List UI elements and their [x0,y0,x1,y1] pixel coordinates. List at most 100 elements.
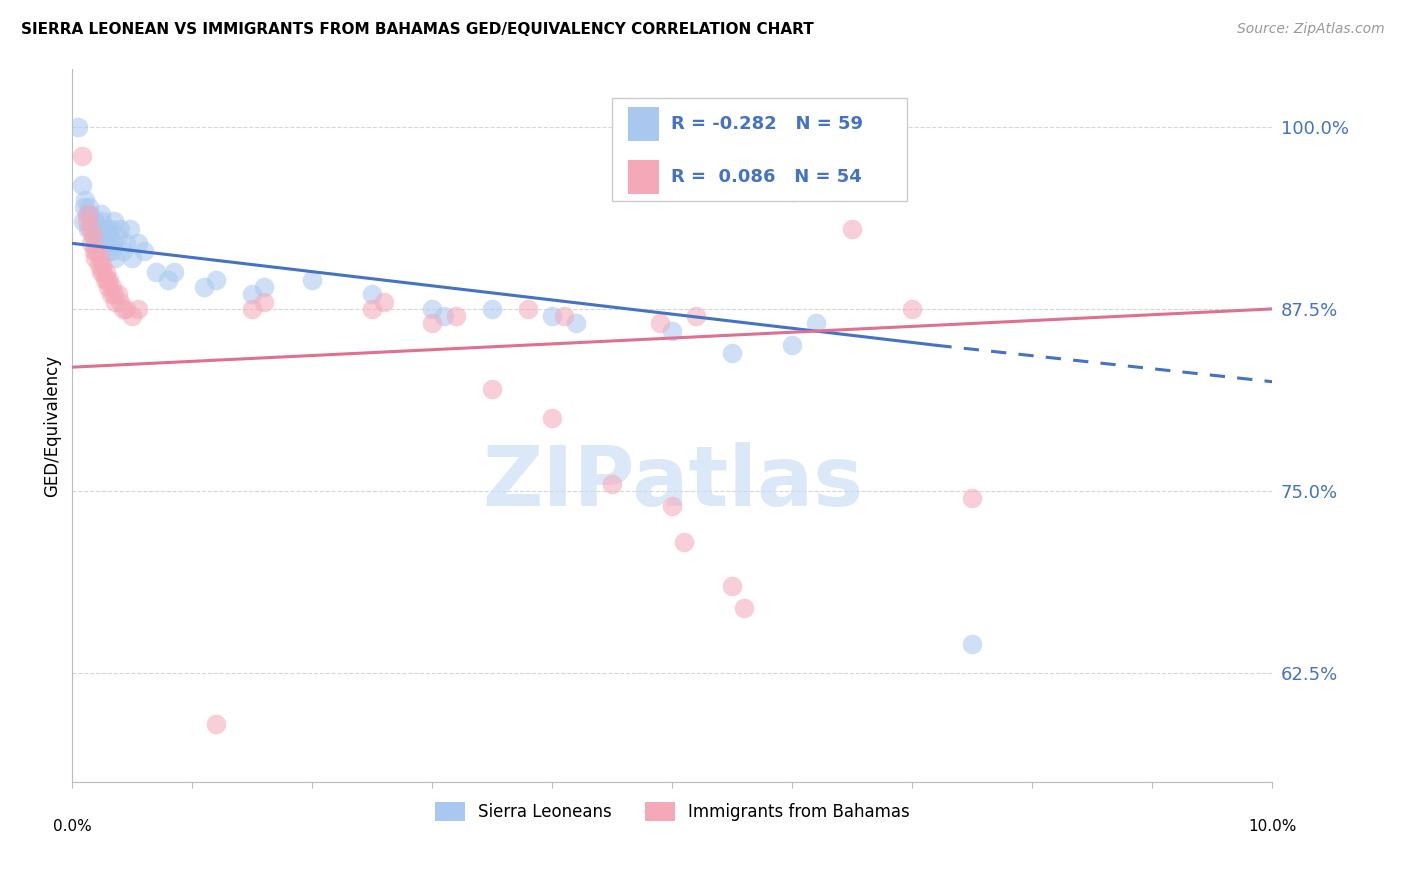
Point [602,476,624,491]
Point [205,273,228,287]
Point [841,221,863,235]
Point [127,236,149,251]
Point [240,301,263,316]
Point [84,236,107,251]
Point [361,301,384,316]
Point [89,221,111,235]
Point [70,149,93,163]
Point [77,200,100,214]
Point [962,637,984,651]
Point [541,411,564,425]
Point [82,221,104,235]
Text: SIERRA LEONEAN VS IMMIGRANTS FROM BAHAMAS GED/EQUIVALENCY CORRELATION CHART: SIERRA LEONEAN VS IMMIGRANTS FROM BAHAMA… [21,22,814,37]
Point [420,301,443,316]
Point [118,221,141,235]
Point [420,317,443,331]
Point [650,317,672,331]
Point [163,265,186,279]
Point [70,178,93,192]
Point [101,244,124,258]
Legend: Sierra Leoneans, Immigrants from Bahamas: Sierra Leoneans, Immigrants from Bahamas [427,795,917,828]
Text: 0.0%: 0.0% [53,819,91,834]
Point [127,301,149,316]
Point [98,273,121,287]
Point [91,214,114,228]
Point [373,294,395,309]
Y-axis label: GED/Equivalency: GED/Equivalency [44,354,60,497]
Text: 10.0%: 10.0% [1249,819,1296,834]
Point [80,214,103,228]
Point [240,287,263,301]
Point [110,294,132,309]
Point [111,244,134,258]
Point [101,280,124,294]
Point [121,251,143,265]
Point [806,317,828,331]
Point [517,301,540,316]
Point [84,251,107,265]
Text: R =  0.086   N = 54: R = 0.086 N = 54 [671,168,862,186]
Point [782,186,804,200]
Point [73,200,96,214]
Point [83,229,105,244]
Point [98,229,121,244]
Point [205,717,228,731]
Point [111,301,134,316]
Point [94,265,117,279]
Point [253,294,276,309]
Point [115,236,138,251]
Point [481,301,503,316]
Point [104,294,127,309]
Point [76,214,98,228]
Text: Source: ZipAtlas.com: Source: ZipAtlas.com [1237,22,1385,37]
Point [101,236,124,251]
Point [79,221,101,235]
Point [661,499,683,513]
Point [93,236,115,251]
Point [901,301,924,316]
Point [145,265,167,279]
Point [76,207,98,221]
Point [107,287,129,301]
Point [67,120,90,134]
Text: ZIPatlas: ZIPatlas [482,442,863,523]
Point [82,229,104,244]
Point [107,229,129,244]
Point [96,221,118,235]
Point [193,280,215,294]
Point [433,309,456,323]
Point [84,214,107,228]
Point [75,193,97,207]
Point [100,287,122,301]
Point [90,207,112,221]
Point [661,324,683,338]
Point [97,244,120,258]
Point [301,273,323,287]
Point [103,287,125,301]
Point [87,229,110,244]
Point [76,221,98,235]
Text: R = -0.282   N = 59: R = -0.282 N = 59 [671,115,863,133]
Point [93,221,115,235]
Point [72,214,94,228]
Point [446,309,468,323]
Point [962,491,984,506]
Point [83,244,105,258]
Point [685,309,707,323]
Point [87,258,110,272]
Point [157,273,180,287]
Point [84,244,107,258]
Point [481,382,503,396]
Point [100,221,122,235]
Point [91,258,114,272]
Point [76,207,98,221]
Point [94,229,117,244]
Point [134,244,156,258]
Point [93,273,115,287]
Point [79,207,101,221]
Point [721,579,744,593]
Point [93,265,115,279]
Point [96,273,118,287]
Point [253,280,276,294]
Point [721,345,744,359]
